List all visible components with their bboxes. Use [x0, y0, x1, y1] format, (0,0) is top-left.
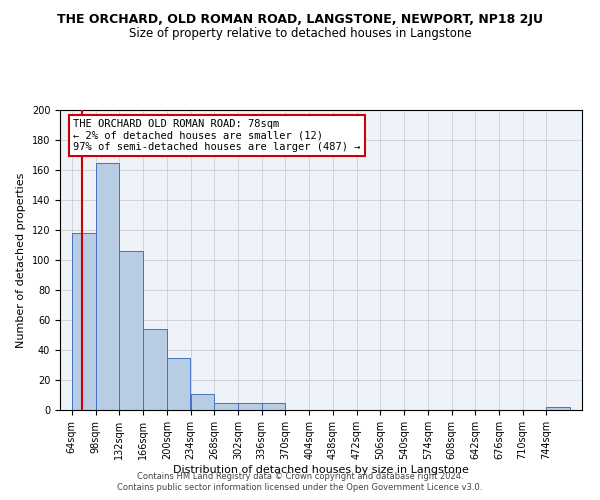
Text: Contains HM Land Registry data © Crown copyright and database right 2024.: Contains HM Land Registry data © Crown c…: [137, 472, 463, 481]
X-axis label: Distribution of detached houses by size in Langstone: Distribution of detached houses by size …: [173, 464, 469, 474]
Bar: [191, 394, 214, 410]
Bar: [547, 407, 570, 410]
Text: THE ORCHARD OLD ROMAN ROAD: 78sqm
← 2% of detached houses are smaller (12)
97% o: THE ORCHARD OLD ROMAN ROAD: 78sqm ← 2% o…: [73, 119, 361, 152]
Bar: [167, 358, 190, 410]
Text: Size of property relative to detached houses in Langstone: Size of property relative to detached ho…: [128, 28, 472, 40]
Bar: [262, 402, 286, 410]
Bar: [119, 251, 143, 410]
Bar: [95, 162, 119, 410]
Text: Contains public sector information licensed under the Open Government Licence v3: Contains public sector information licen…: [118, 484, 482, 492]
Bar: [72, 233, 95, 410]
Bar: [238, 402, 262, 410]
Bar: [214, 402, 238, 410]
Text: THE ORCHARD, OLD ROMAN ROAD, LANGSTONE, NEWPORT, NP18 2JU: THE ORCHARD, OLD ROMAN ROAD, LANGSTONE, …: [57, 12, 543, 26]
Y-axis label: Number of detached properties: Number of detached properties: [16, 172, 26, 348]
Bar: [143, 329, 167, 410]
